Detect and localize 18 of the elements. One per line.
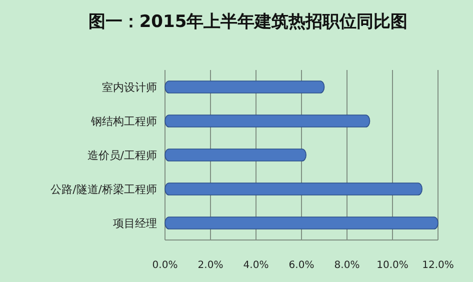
x-tick-label: 2.0%	[198, 260, 224, 271]
x-tick-label: 12.0%	[422, 260, 454, 271]
bar	[164, 148, 306, 162]
bar	[164, 80, 325, 94]
x-tick-label: 10.0%	[376, 260, 408, 271]
x-tick-label: 4.0%	[243, 260, 269, 271]
y-tick-label: 项目经理	[113, 217, 157, 230]
x-tick-label: 0.0%	[152, 260, 178, 271]
chart-title: 图一：2015年上半年建筑热招职位同比图	[88, 12, 408, 32]
y-tick-label: 造价员/工程师	[87, 149, 157, 162]
x-tick-label: 8.0%	[334, 260, 360, 271]
y-tick-label: 公路/隧道/桥梁工程师	[50, 183, 157, 196]
y-tick-label: 室内设计师	[102, 81, 157, 94]
bar	[164, 114, 370, 128]
x-tick-label: 6.0%	[288, 260, 314, 271]
bar	[164, 216, 438, 230]
bar	[164, 182, 422, 196]
y-tick-label: 钢结构工程师	[90, 115, 157, 128]
